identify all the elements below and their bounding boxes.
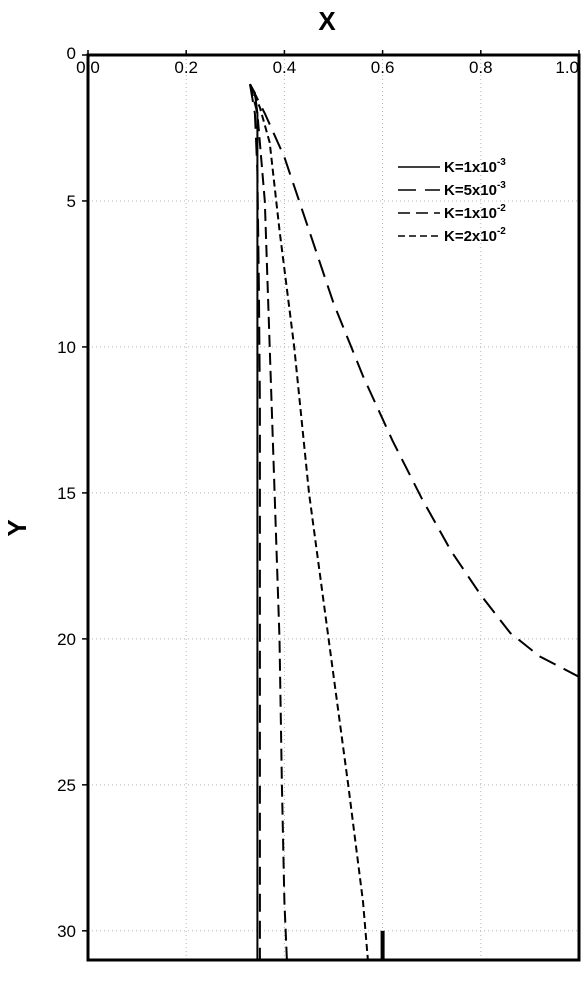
plot-frame <box>86 53 581 962</box>
x-tick-label: 0.4 <box>273 58 297 77</box>
y-tick-label: 25 <box>57 776 76 795</box>
y-axis-title: Y <box>2 519 32 536</box>
series-line-2 <box>249 84 261 960</box>
y-tick-label: 30 <box>57 922 76 941</box>
legend-label-1: K=1x10-3 <box>444 157 506 176</box>
x-tick-label: 0.6 <box>371 58 395 77</box>
x-tick-label: 0.8 <box>469 58 493 77</box>
x-axis-title: X <box>318 6 336 36</box>
legend: K=1x10-3 K=5x10-3 K=1x10-2 K=2x10-2 <box>398 157 506 245</box>
legend-label-2: K=5x10-3 <box>444 180 506 199</box>
y-tick-label: 0 <box>67 44 76 63</box>
legend-label-4: K=2x10-2 <box>444 226 506 245</box>
series-line-4 <box>249 83 369 961</box>
series-line-3 <box>249 83 288 961</box>
y-tick-label: 10 <box>57 338 76 357</box>
series-line-1 <box>249 83 259 960</box>
y-tick-label: 5 <box>67 192 76 211</box>
y-tick-label: 15 <box>57 484 76 503</box>
grid-lines <box>88 55 579 960</box>
x-tick-label: 1.0 <box>555 58 579 77</box>
x-tick-label: 0.2 <box>174 58 198 77</box>
series-lines <box>249 83 580 961</box>
y-tick-label: 20 <box>57 630 76 649</box>
series-line-5 <box>249 83 580 678</box>
legend-label-3: K=1x10-2 <box>444 203 506 222</box>
